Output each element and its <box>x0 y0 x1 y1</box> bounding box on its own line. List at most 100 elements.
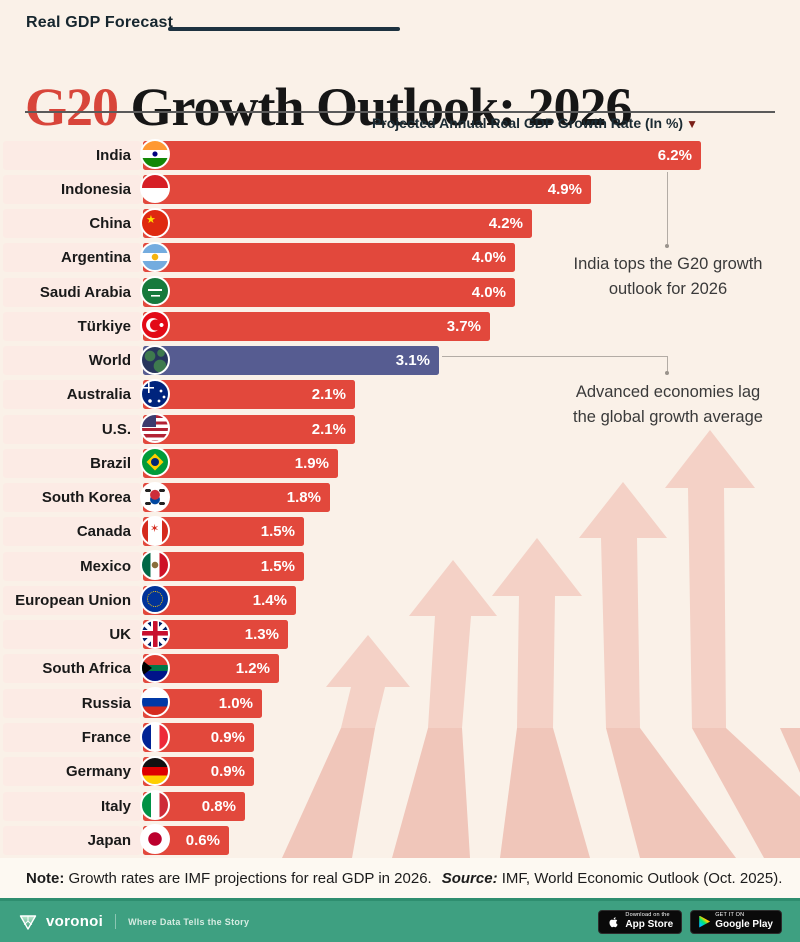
country-label: Indonesia <box>60 180 131 198</box>
bar-value-label: 0.8% <box>201 797 236 815</box>
chart-row: Mexico 1.5% <box>0 549 800 583</box>
bar-value-label: 1.5% <box>260 523 295 541</box>
value-bar[interactable]: 1.5% <box>143 517 304 547</box>
chart-row: South Africa 1.2% <box>0 652 800 686</box>
country-label: U.S. <box>101 420 131 438</box>
country-label: India <box>95 146 131 164</box>
south-korea-flag-icon <box>140 481 170 512</box>
country-label-pill: Japan <box>3 825 141 855</box>
voronoi-logo-icon <box>19 914 37 930</box>
value-bar[interactable]: 4.0% <box>143 277 515 307</box>
eu-flag-icon <box>140 584 170 615</box>
axis-subtitle[interactable]: Projected Annual Real GDP Growth Rate (I… <box>371 115 698 131</box>
country-label-pill: Italy <box>3 791 141 821</box>
country-label-pill: India <box>3 140 141 170</box>
chart-row: UK 1.3% <box>0 618 800 652</box>
value-bar[interactable]: 4.2% <box>143 209 532 239</box>
chart-row: U.S. 2.1% <box>0 412 800 446</box>
country-label-pill: U.S. <box>3 414 141 444</box>
bar-value-label: 1.3% <box>244 626 279 644</box>
bar-value-label: 4.0% <box>471 283 506 301</box>
bar-value-label: 2.1% <box>311 420 346 438</box>
chart-row: Japan 0.6% <box>0 823 800 857</box>
chart-row: China 4.2% <box>0 207 800 241</box>
country-label-pill: Argentina <box>3 243 141 273</box>
chart-row: France 0.9% <box>0 721 800 755</box>
chart-row: Brazil 1.9% <box>0 446 800 480</box>
country-label-pill: Mexico <box>3 551 141 581</box>
chart-row: Canada 1.5% <box>0 515 800 549</box>
page-title: G20 Growth Outlook: 2026 <box>25 76 785 138</box>
saudi-arabia-flag-icon <box>140 276 170 307</box>
indonesia-flag-icon <box>140 173 170 204</box>
country-label: Türkiye <box>77 317 131 335</box>
kicker-label: Real GDP Forecast <box>26 14 174 31</box>
value-bar[interactable]: 3.1% <box>143 346 439 376</box>
country-label-pill: Indonesia <box>3 174 141 204</box>
source-label: Source: <box>441 869 498 887</box>
brand-bar: voronoi Where Data Tells the Story Downl… <box>0 898 800 942</box>
country-label-pill: Canada <box>3 517 141 547</box>
bar-value-label: 0.9% <box>210 763 245 781</box>
value-bar[interactable]: 4.9% <box>143 174 591 204</box>
title-accent: G20 <box>25 77 119 138</box>
country-label-pill: Australia <box>3 380 141 410</box>
google-play-icon <box>699 915 711 928</box>
country-label: Saudi Arabia <box>39 283 131 301</box>
japan-flag-icon <box>140 824 170 855</box>
australia-flag-icon <box>140 378 170 409</box>
country-label: UK <box>109 626 131 644</box>
mexico-flag-icon <box>140 550 170 581</box>
note-label: Note: <box>26 869 65 887</box>
country-label: Japan <box>87 831 131 849</box>
chart-row: Argentina 4.0% <box>0 241 800 275</box>
value-bar[interactable]: 4.0% <box>143 243 515 273</box>
value-bar[interactable]: 2.1% <box>143 380 355 410</box>
value-bar[interactable]: 3.7% <box>143 311 490 341</box>
uk-flag-icon <box>140 618 170 649</box>
bar-value-label: 0.9% <box>210 729 245 747</box>
country-label-pill: Brazil <box>3 448 141 478</box>
title-divider <box>25 111 775 113</box>
italy-flag-icon <box>140 790 170 821</box>
google-play-badge[interactable]: GET IT ON Google Play <box>690 909 782 934</box>
background-growth-arrows-graphic <box>282 430 800 858</box>
bar-value-label: 4.9% <box>547 180 582 198</box>
chart-row: Russia 1.0% <box>0 686 800 720</box>
value-bar[interactable]: 1.9% <box>143 448 338 478</box>
china-flag-icon <box>140 207 170 238</box>
germany-flag-icon <box>140 755 170 786</box>
chart-row: Germany 0.9% <box>0 755 800 789</box>
bar-value-label: 1.0% <box>218 694 253 712</box>
kicker-rule <box>168 27 400 31</box>
country-label: World <box>88 352 131 370</box>
chart-row: Australia 2.1% <box>0 378 800 412</box>
bar-value-label: 3.7% <box>446 317 481 335</box>
india-flag-icon <box>140 139 170 169</box>
app-store-badge[interactable]: Download on the App Store <box>598 909 683 934</box>
bar-chart: India 6.2% Indonesia 4.9% China 4.2% <box>0 138 800 858</box>
us-flag-icon <box>140 413 170 444</box>
country-label: Mexico <box>80 557 131 575</box>
country-label: Argentina <box>60 249 131 267</box>
country-label-pill: France <box>3 723 141 753</box>
note-text: Growth rates are IMF projections for rea… <box>64 869 432 887</box>
value-bar[interactable]: 6.2% <box>143 140 701 170</box>
app-store-badge-big-text: App Store <box>625 919 674 930</box>
country-label: Australia <box>66 386 131 404</box>
chart-row: Türkiye 3.7% <box>0 309 800 343</box>
google-play-badge-small-text: GET IT ON <box>715 912 745 918</box>
apple-icon <box>609 916 618 927</box>
bar-value-label: 4.2% <box>488 215 523 233</box>
country-label: Canada <box>76 523 131 541</box>
brand-tagline: Where Data Tells the Story <box>128 916 250 927</box>
google-play-badge-big-text: Google Play <box>715 919 773 930</box>
value-bar[interactable]: 2.1% <box>143 414 355 444</box>
country-label-pill: Saudi Arabia <box>3 277 141 307</box>
country-label: China <box>89 215 131 233</box>
country-label: Russia <box>81 694 131 712</box>
brand-name[interactable]: voronoi <box>46 913 104 930</box>
value-bar[interactable]: 1.8% <box>143 483 330 513</box>
country-label-pill: South Korea <box>3 483 141 513</box>
